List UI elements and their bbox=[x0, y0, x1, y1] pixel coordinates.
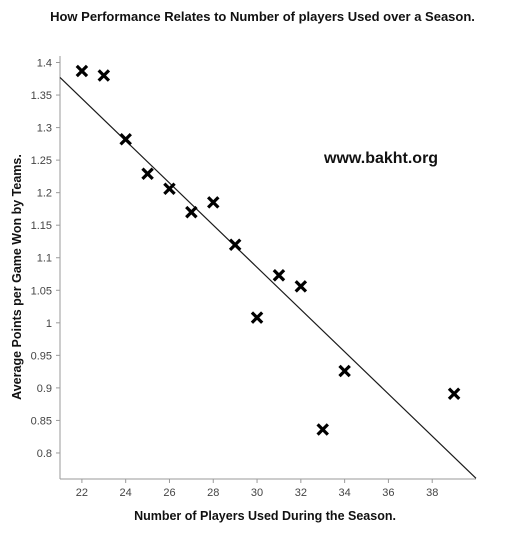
x-tick-label: 32 bbox=[295, 487, 307, 499]
data-point-marker bbox=[294, 280, 308, 293]
y-tick-label: 1.3 bbox=[37, 123, 52, 135]
data-point-marker bbox=[185, 205, 198, 219]
y-tick-label: 1.25 bbox=[31, 155, 52, 167]
y-tick-label: 1.4 bbox=[37, 58, 52, 70]
data-point-marker bbox=[141, 167, 154, 181]
y-tick-label: 0.9 bbox=[37, 383, 52, 395]
x-axis-label: Number of Players Used During the Season… bbox=[134, 509, 396, 523]
chart-title: How Performance Relates to Number of pla… bbox=[50, 9, 475, 24]
x-tick-label: 26 bbox=[163, 487, 175, 499]
y-tick-label: 1 bbox=[46, 318, 52, 330]
y-tick-label: 1.15 bbox=[31, 220, 52, 232]
data-point-marker bbox=[316, 423, 329, 436]
y-tick-label: 0.8 bbox=[37, 448, 52, 460]
data-point-marker bbox=[338, 364, 351, 378]
data-point-marker bbox=[207, 196, 220, 209]
y-tick-label: 0.95 bbox=[31, 350, 52, 362]
x-tick-label: 22 bbox=[76, 487, 88, 499]
y-tick-label: 1.2 bbox=[37, 188, 52, 200]
y-tick-label: 1.1 bbox=[37, 253, 52, 265]
points-layer bbox=[75, 64, 461, 436]
x-tick-label: 28 bbox=[207, 487, 219, 499]
y-tick-label: 1.35 bbox=[31, 90, 52, 102]
watermark-text: www.bakht.org bbox=[324, 150, 439, 167]
data-point-marker bbox=[272, 269, 286, 282]
x-tick-label: 36 bbox=[382, 487, 394, 499]
data-point-marker bbox=[250, 311, 264, 324]
data-point-marker bbox=[97, 69, 111, 82]
data-point-marker bbox=[447, 387, 461, 401]
data-point-marker bbox=[75, 64, 89, 78]
x-tick-label: 24 bbox=[120, 487, 132, 499]
y-tick-label: 1.05 bbox=[31, 285, 52, 297]
data-point-marker bbox=[228, 238, 242, 251]
x-tick-label: 38 bbox=[426, 487, 438, 499]
y-tick-label: 0.85 bbox=[31, 415, 52, 427]
data-point-marker bbox=[119, 133, 132, 146]
data-point-marker bbox=[163, 182, 176, 196]
axes: 0.8 0.85 0.9 0.95 1 1.05 1.1 1.15 1.2 1.25 1.3 1.35… bbox=[31, 56, 476, 499]
x-tick-label: 30 bbox=[251, 487, 263, 499]
x-tick-label: 34 bbox=[339, 487, 351, 499]
